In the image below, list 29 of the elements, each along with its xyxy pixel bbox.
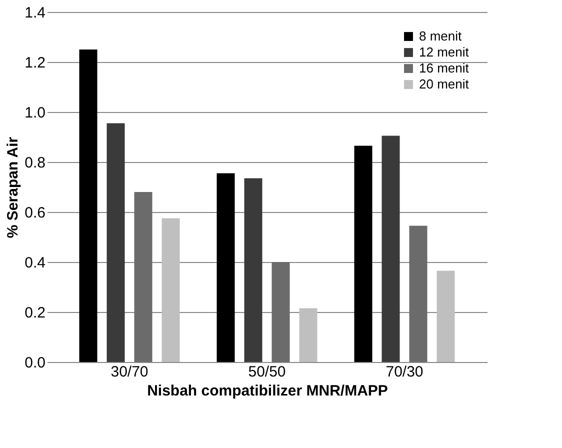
bar [134, 192, 152, 362]
x-tick-label: 70/30 [386, 364, 424, 380]
bar [299, 308, 318, 362]
bar [382, 136, 400, 362]
legend-label: 8 menit [419, 28, 462, 44]
bar [106, 123, 125, 362]
legend-label: 12 menit [419, 44, 470, 60]
y-tick-label: 1.0 [24, 104, 46, 122]
legend-label: 16 menit [419, 60, 470, 76]
bar [244, 178, 262, 362]
bar [162, 218, 180, 362]
y-tick-label: 1.2 [24, 54, 46, 72]
y-tick-label: 0.8 [24, 154, 46, 172]
x-axis-title: Nisbah compatibilizer MNR/MAPP [147, 382, 388, 400]
y-tick-label: 0.0 [24, 354, 46, 372]
bar [216, 173, 235, 362]
x-tick-label: 30/70 [110, 364, 148, 380]
y-axis-title: % Serapan Air [4, 136, 22, 238]
bar [436, 270, 455, 362]
y-tick-label: 0.2 [24, 304, 46, 322]
y-tick-label: 0.4 [24, 254, 46, 272]
y-tick-label: 1.4 [24, 4, 46, 22]
bar [409, 226, 428, 362]
bar [272, 262, 290, 362]
legend-label: 20 menit [419, 76, 470, 92]
bar [79, 50, 98, 362]
bar [354, 146, 372, 362]
x-tick-label: 50/50 [248, 364, 286, 380]
y-tick-label: 0.6 [24, 204, 46, 222]
